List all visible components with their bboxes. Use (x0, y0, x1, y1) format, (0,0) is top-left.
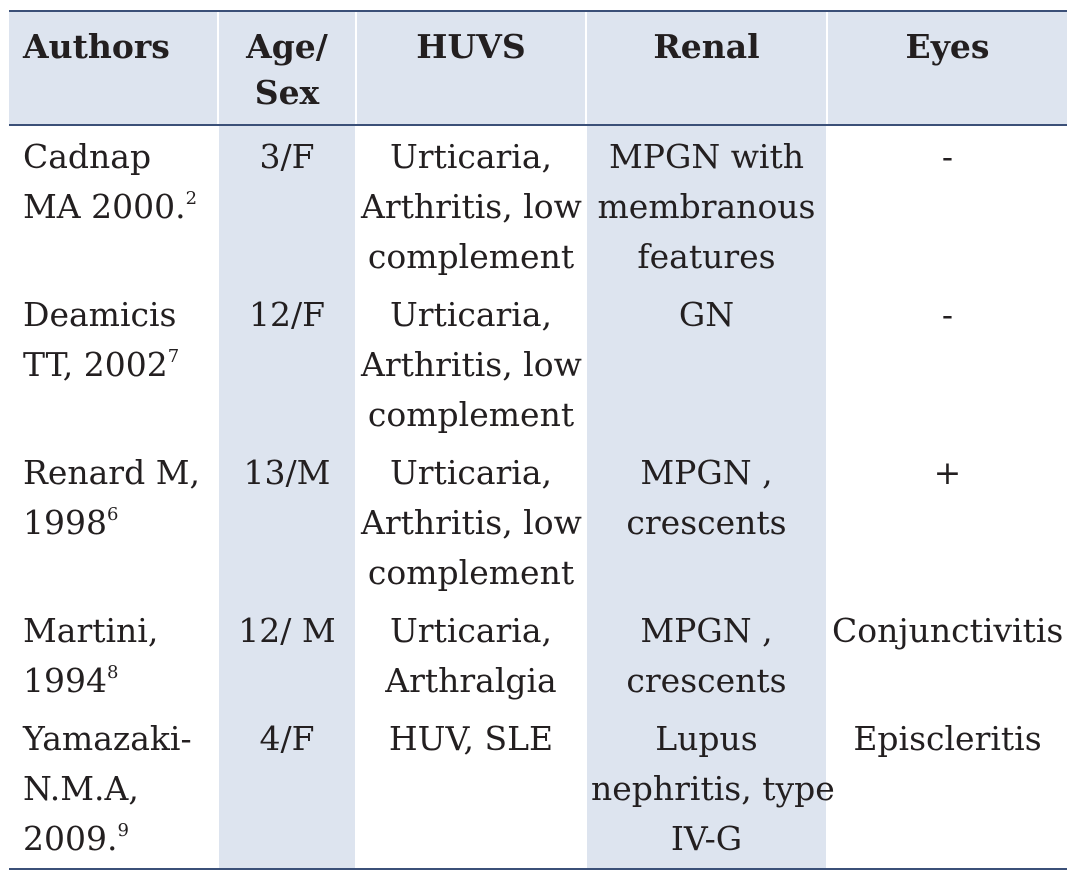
reference-superscript: 8 (106, 662, 119, 683)
table-row: Yamazaki- N.M.A, 2009.9 4/F HUV, SLE Lupus nep… (9, 708, 1067, 870)
table-body: Cadnap MA 2000.2 3/F Urticaria, Arthritis, l… (9, 125, 1067, 870)
huvs-line: Arthritis, low (361, 187, 582, 226)
cell-huvs: Urticaria, Arthritis, low complement (355, 284, 586, 442)
renal-line: crescents (626, 661, 787, 700)
author-line: 19948 (23, 661, 119, 700)
cell-huvs: Urticaria, Arthritis, low complement (355, 442, 586, 600)
author-line: Yamazaki- (23, 719, 192, 758)
table-header: Authors Age/ Sex HUVS Renal Eyes (9, 10, 1067, 126)
huvs-line: Urticaria, (389, 453, 553, 492)
huvs-line: HUV, SLE (388, 719, 554, 758)
huvs-line: Urticaria, (389, 137, 553, 176)
renal-line: MPGN , (640, 611, 773, 650)
cell-age-sex: 13/M (217, 442, 356, 600)
cell-eyes: - (826, 284, 1067, 442)
renal-line: membranous (597, 187, 816, 226)
renal-line: MPGN , (640, 453, 773, 492)
header-authors: Authors (9, 10, 218, 126)
huvs-line: Arthritis, low (361, 503, 582, 542)
cell-age-sex: 12/F (217, 284, 356, 442)
reference-superscript: 9 (117, 820, 129, 841)
table-row: Deamicis TT, 20027 12/F Urticaria, Arthritis… (9, 284, 1067, 442)
huvs-line: Urticaria, (389, 611, 553, 650)
author-line: Martini, (23, 611, 159, 650)
huvs-line: complement (367, 237, 575, 276)
reference-superscript: 6 (106, 504, 119, 525)
cell-huvs: Urticaria, Arthritis, low complement (355, 125, 586, 284)
renal-line: features (637, 237, 776, 276)
header-row: Authors Age/ Sex HUVS Renal Eyes (9, 10, 1067, 126)
cell-renal: Lupus nephritis, type IV-G (585, 708, 835, 870)
renal-line: Lupus (655, 719, 758, 758)
header-age-line1: Age/ (246, 27, 328, 66)
header-age-line2: Sex (254, 73, 320, 112)
renal-line: MPGN with (608, 137, 805, 176)
huvs-line: Urticaria, (389, 295, 553, 334)
cell-age-sex: 4/F (217, 708, 356, 870)
author-line: MA 2000.2 (23, 187, 198, 226)
huvs-line: complement (367, 395, 575, 434)
huvs-line: Arthritis, low (361, 345, 582, 384)
cell-author: Deamicis TT, 20027 (9, 284, 218, 442)
cell-renal: MPGN with membranous features (585, 125, 827, 284)
header-eyes: Eyes (826, 10, 1067, 126)
cell-author: Martini, 19948 (9, 600, 218, 708)
table-container: Authors Age/ Sex HUVS Renal Eyes Cadnap M… (9, 10, 1067, 870)
renal-line: IV-G (670, 819, 743, 858)
table-row: Cadnap MA 2000.2 3/F Urticaria, Arthritis, l… (9, 125, 1067, 284)
renal-line: crescents (626, 503, 787, 542)
author-line: N.M.A, (23, 769, 139, 808)
cell-eyes: Conjunctivitis (826, 600, 1067, 708)
cell-eyes: - (826, 125, 1067, 284)
author-line: 2009.9 (23, 819, 129, 858)
cell-author: Cadnap MA 2000.2 (9, 125, 218, 284)
table-row: Martini, 19948 12/ M Urticaria, Arthralgia MP… (9, 600, 1067, 708)
author-line: Cadnap (23, 137, 152, 176)
cell-renal: GN (585, 284, 827, 442)
header-huvs: HUVS (355, 10, 586, 126)
renal-line: GN (678, 295, 735, 334)
cell-author: Renard M, 19986 (9, 442, 218, 600)
case-table: Authors Age/ Sex HUVS Renal Eyes Cadnap M… (9, 10, 1067, 870)
cell-age-sex: 12/ M (217, 600, 356, 708)
header-age-sex: Age/ Sex (217, 10, 356, 126)
reference-superscript: 2 (185, 188, 198, 209)
author-line: Renard M, (23, 453, 200, 492)
cell-author: Yamazaki- N.M.A, 2009.9 (9, 708, 218, 870)
cell-eyes: + (826, 442, 1067, 600)
cell-eyes: Episcleritis (826, 708, 1067, 870)
reference-superscript: 7 (167, 346, 180, 367)
renal-line: nephritis, type (591, 769, 835, 808)
author-line: 19986 (23, 503, 119, 542)
huvs-line: complement (367, 553, 575, 592)
cell-age-sex: 3/F (217, 125, 356, 284)
huvs-line: Arthralgia (385, 661, 557, 700)
cell-renal: MPGN , crescents (585, 442, 827, 600)
cell-huvs: HUV, SLE (355, 708, 586, 870)
cell-huvs: Urticaria, Arthralgia (355, 600, 586, 708)
author-line: Deamicis (23, 295, 177, 334)
header-renal: Renal (585, 10, 827, 126)
author-line: TT, 20027 (23, 345, 180, 384)
cell-renal: MPGN , crescents (585, 600, 827, 708)
table-row: Renard M, 19986 13/M Urticaria, Arthritis, l… (9, 442, 1067, 600)
